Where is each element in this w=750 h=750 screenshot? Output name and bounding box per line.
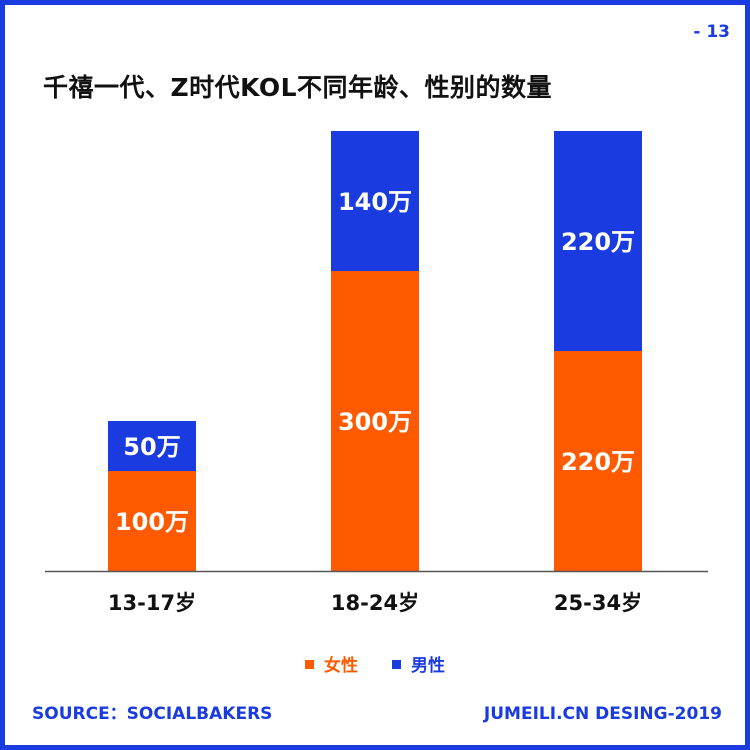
data-label-male-2: 220万 [561,228,635,256]
bar-male-2 [554,131,642,351]
legend-item-female: 女性 [305,651,358,676]
legend-item-male: 男性 [391,651,445,676]
legend-label-female: 女性 [324,656,359,676]
source-note: SOURCE：SOCIALBAKERS [32,704,273,724]
bar-female-0 [108,471,196,571]
legend-label-male: 男性 [410,656,445,676]
x-tick-label-2: 25-34岁 [554,591,642,615]
data-label-female-2: 220万 [561,448,635,476]
bar-female-2 [554,351,642,571]
bar-female-1 [331,271,419,571]
chart-title: 千禧一代、Z时代KOL不同年龄、性别的数量 [43,73,553,102]
data-label-female-0: 100万 [115,508,189,536]
bar-male-1 [331,131,419,271]
legend-swatch-female [305,659,315,669]
data-label-male-1: 140万 [338,188,412,216]
chart-legend: 女性 男性 [0,651,750,676]
bar-male-0 [108,421,196,471]
credit-note: JUMEILI.CN DESING-2019 [483,704,722,724]
data-label-male-0: 50万 [123,433,180,461]
page-number: - 13 [693,22,730,42]
data-label-female-1: 300万 [338,408,412,436]
x-tick-label-0: 13-17岁 [108,591,196,615]
legend-swatch-male [391,659,401,669]
x-tick-label-1: 18-24岁 [331,591,419,615]
